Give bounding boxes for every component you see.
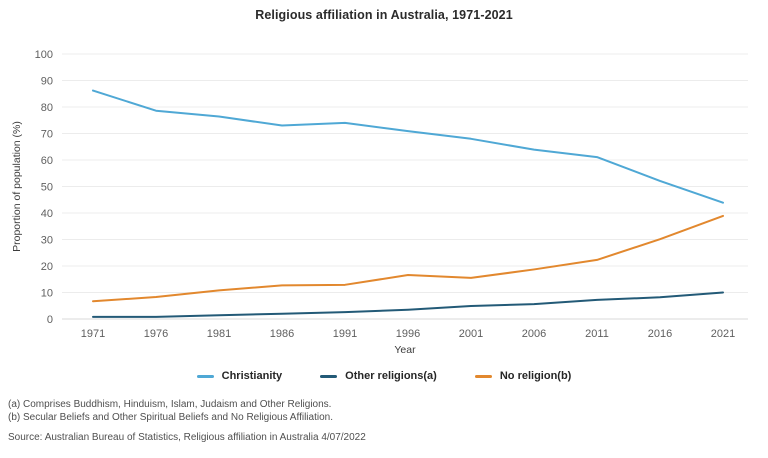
x-tick-label: 1971	[81, 328, 105, 340]
y-tick-label: 100	[35, 49, 53, 61]
x-tick-label: 1991	[333, 328, 357, 340]
y-tick-label: 40	[41, 208, 53, 220]
y-tick-label: 60	[41, 155, 53, 167]
chart-title: Religious affiliation in Australia, 1971…	[255, 8, 513, 22]
y-axis-title: Proportion of population (%)	[11, 121, 23, 252]
series-line-no-religion-b	[92, 214, 724, 303]
x-tick-label: 2006	[522, 328, 546, 340]
y-tick-label: 30	[41, 235, 53, 247]
source-attribution: Source: Australian Bureau of Statistics,…	[8, 432, 366, 443]
legend-item-other-religions[interactable]: Other religions(a)	[320, 370, 437, 382]
series-line-christianity	[92, 89, 724, 204]
y-tick-label: 50	[41, 182, 53, 194]
x-tick-label: 2021	[711, 328, 735, 340]
legend-item-no-religion[interactable]: No religion(b)	[474, 370, 572, 382]
y-tick-label: 0	[47, 314, 53, 326]
legend-swatch-christianity	[196, 374, 214, 378]
x-tick-label: 1986	[270, 328, 294, 340]
legend-item-christianity[interactable]: Christianity	[196, 370, 283, 382]
chart-footnotes: (a) Comprises Buddhism, Hinduism, Islam,…	[8, 399, 333, 424]
y-tick-label: 70	[41, 129, 53, 141]
x-tick-label: 2011	[585, 328, 609, 340]
x-tick-label: 1981	[207, 328, 231, 340]
legend-label: Christianity	[221, 370, 283, 382]
x-tick-label: 1976	[144, 328, 168, 340]
legend-label: No religion(b)	[499, 370, 572, 382]
series-line-other-religions-a	[92, 291, 724, 318]
y-tick-label: 80	[41, 102, 53, 114]
chart-legend: Christianity Other religions(a) No relig…	[0, 370, 768, 382]
footnote-a: (a) Comprises Buddhism, Hinduism, Islam,…	[8, 399, 332, 410]
x-tick-label: 2016	[648, 328, 672, 340]
footnote-b: (b) Secular Beliefs and Other Spiritual …	[8, 411, 333, 423]
y-tick-label: 90	[41, 76, 53, 88]
y-tick-label: 10	[41, 288, 53, 300]
legend-swatch-other-religions	[320, 374, 338, 378]
x-tick-label: 2001	[459, 328, 483, 340]
legend-label: Other religions(a)	[345, 370, 437, 382]
legend-swatch-no-religion	[474, 374, 492, 378]
x-tick-label: 1996	[396, 328, 420, 340]
x-axis-title: Year	[394, 344, 416, 356]
y-tick-label: 20	[41, 261, 53, 273]
line-chart: 0 10 20 30 40 50 60 70 80 90 100 1971 1976 1981 1986 19…	[11, 49, 748, 356]
